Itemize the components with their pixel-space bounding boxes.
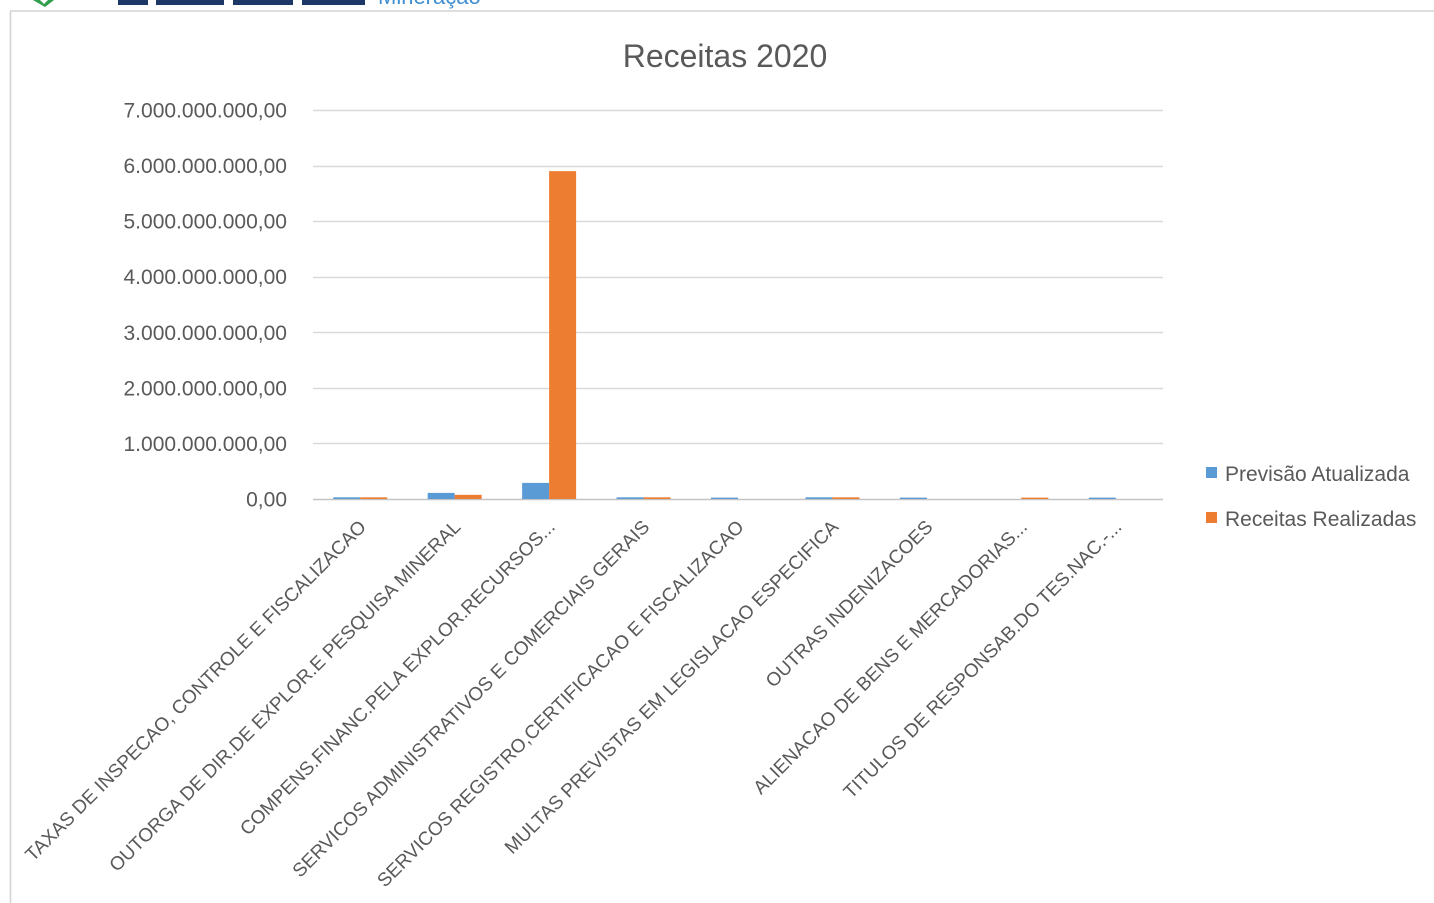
- bar-series-2: [454, 494, 482, 499]
- bar-series-1: [805, 497, 833, 499]
- logo-letter-stroke: [233, 0, 293, 5]
- x-tick-label: OUTORGA DE DIR.DE EXPLOR.E PESQUISA MINE…: [106, 517, 466, 877]
- bars: [333, 171, 1116, 499]
- logo-wordmark-icon: [118, 0, 365, 5]
- chart-frame: [9, 10, 1434, 903]
- bar-series-2: [832, 497, 860, 499]
- bar-series-2: [549, 171, 577, 499]
- y-tick-label: 3.000.000.000,00: [124, 322, 288, 345]
- y-tick-label: 4.000.000.000,00: [124, 266, 288, 289]
- chart-title: Receitas 2020: [623, 38, 828, 74]
- bar-series-1: [427, 492, 455, 499]
- legend-swatch: [1206, 512, 1217, 523]
- x-tick-label: OUTRAS INDENIZACOES: [762, 517, 937, 692]
- bar-series-2: [643, 497, 671, 499]
- y-tick-label: 5.000.000.000,00: [124, 211, 288, 234]
- legend: Previsão Atualizada Receitas Realizadas: [1206, 463, 1416, 531]
- x-tick-label: MULTAS PREVISTAS EM LEGISLACAO ESPECIFIC…: [501, 516, 843, 858]
- bar-series-1: [899, 497, 927, 499]
- legend-item-1: Previsão Atualizada: [1206, 463, 1410, 486]
- y-axis-labels: 0,00 1.000.000.000,00 2.000.000.000,00 3.00…: [124, 100, 288, 512]
- bar-series-1: [1088, 497, 1116, 499]
- gridlines: [313, 109, 1163, 501]
- x-tick-label: SERVICOS REGISTRO,CERTIFICACAO E FISCALI…: [374, 517, 749, 892]
- bar-series-1: [616, 497, 644, 499]
- y-tick-label: 7.000.000.000,00: [124, 100, 288, 123]
- bar-series-1: [522, 482, 550, 499]
- bar-series-2: [1021, 497, 1049, 499]
- x-tick-label: COMPENS.FINANC.PELA EXPLOR.RECURSOS...: [236, 517, 559, 840]
- bar-series-1: [333, 497, 361, 499]
- legend-item-2: Receitas Realizadas: [1206, 508, 1416, 531]
- y-tick-label: 1.000.000.000,00: [124, 433, 288, 456]
- bar-series-1: [711, 497, 738, 499]
- y-tick-label: 0,00: [246, 489, 287, 512]
- y-tick-label: 2.000.000.000,00: [124, 377, 288, 400]
- x-tick-label: SERVICOS ADMINISTRATIVOS E COMERCIAIS GE…: [289, 517, 654, 882]
- legend-label: Receitas Realizadas: [1225, 508, 1416, 531]
- logo-letter-stroke: [156, 0, 224, 5]
- x-tick-label: TAXAS DE INSPECAO, CONTROLE E FISCALIZAC…: [22, 517, 371, 866]
- legend-swatch: [1206, 467, 1217, 478]
- legend-label: Previsão Atualizada: [1225, 463, 1410, 486]
- x-axis-labels: TAXAS DE INSPECAO, CONTROLE E FISCALIZAC…: [22, 516, 1127, 891]
- logo-letter-stroke: [118, 0, 148, 5]
- logo-subtitle: Mineração: [378, 0, 481, 9]
- logo-leaf-icon: [33, 0, 54, 7]
- logo-letter-stroke: [302, 0, 365, 5]
- bar-series-2: [360, 497, 388, 499]
- y-tick-label: 6.000.000.000,00: [124, 155, 288, 178]
- logo: Mineração: [33, 0, 481, 9]
